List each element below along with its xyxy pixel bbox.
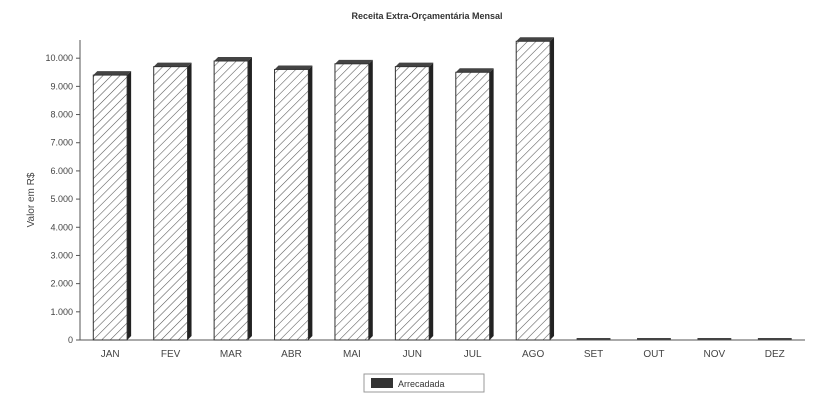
bar-top: [214, 57, 252, 61]
legend-label-arrecadada: Arrecadada: [398, 379, 445, 389]
bar-top: [274, 65, 313, 70]
x-tick-label: JAN: [101, 349, 120, 360]
bar-side: [308, 65, 313, 341]
bar-out: [637, 338, 671, 340]
x-tick-label: MAI: [343, 349, 361, 360]
x-tick-label: MAR: [220, 349, 242, 360]
bar-series-arrecadada: [92, 37, 792, 341]
bar-top: [455, 68, 494, 73]
bar-top: [93, 71, 132, 76]
y-tick-label: 5.000: [50, 194, 73, 204]
bar-nov: [697, 338, 732, 340]
bar-side: [489, 68, 494, 340]
y-tick-label: 1.000: [50, 307, 73, 317]
x-tick-label: NOV: [704, 349, 726, 360]
chart-title: Receita Extra-Orçamentária Mensal: [351, 11, 502, 21]
bar-top: [395, 62, 434, 67]
y-tick-label: 7.000: [50, 138, 73, 148]
bar-side: [550, 37, 555, 340]
x-tick-label: JUL: [464, 349, 482, 360]
y-tick-label: 0: [68, 335, 73, 345]
legend: Arrecadada: [363, 373, 485, 393]
bar-set: [576, 338, 611, 340]
bar-jun: [394, 66, 430, 341]
x-tick-label: FEV: [161, 349, 181, 360]
y-tick-label: 8.000: [50, 110, 73, 120]
y-axis-title: Valor em R$: [26, 172, 37, 227]
bar-side: [187, 62, 192, 341]
bar-side: [429, 62, 434, 341]
x-tick-label: AGO: [522, 349, 544, 360]
bar-ago: [515, 40, 551, 341]
bar-jan: [92, 74, 128, 341]
bar-fev: [153, 66, 189, 341]
y-tick-label: 4.000: [50, 222, 73, 232]
bar-side: [127, 71, 132, 340]
y-tick-label: 10.000: [45, 53, 73, 63]
x-tick-label: SET: [584, 349, 603, 360]
x-axis: JAN FEV MAR ABR MAI JUN JUL AGO SET OUT NOV DEZ: [80, 339, 805, 360]
y-axis: 0 1.000 2.000 3.000 4.000 5.000 6.000 7.000 8.00…: [45, 40, 81, 345]
bar-dez: [757, 338, 792, 340]
y-tick-label: 6.000: [50, 166, 73, 176]
y-tick-label: 2.000: [50, 279, 73, 289]
x-tick-label: ABR: [281, 349, 302, 360]
bar-side: [368, 59, 373, 341]
y-tick-label: 9.000: [50, 81, 73, 91]
bar-jul: [455, 71, 491, 341]
x-tick-label: DEZ: [765, 349, 785, 360]
legend-swatch-arrecadada: [371, 378, 393, 388]
y-tick-label: 3.000: [50, 250, 73, 260]
x-tick-label: OUT: [643, 349, 664, 360]
bar-side: [247, 57, 252, 340]
bar-mar: [213, 60, 249, 341]
bar-top: [516, 37, 555, 42]
legend-frame: [363, 373, 485, 393]
bar-top: [334, 59, 373, 64]
bar-mai: [334, 63, 370, 341]
x-tick-label: JUN: [403, 349, 422, 360]
bar-top: [153, 62, 192, 67]
bar-abr: [274, 68, 309, 341]
